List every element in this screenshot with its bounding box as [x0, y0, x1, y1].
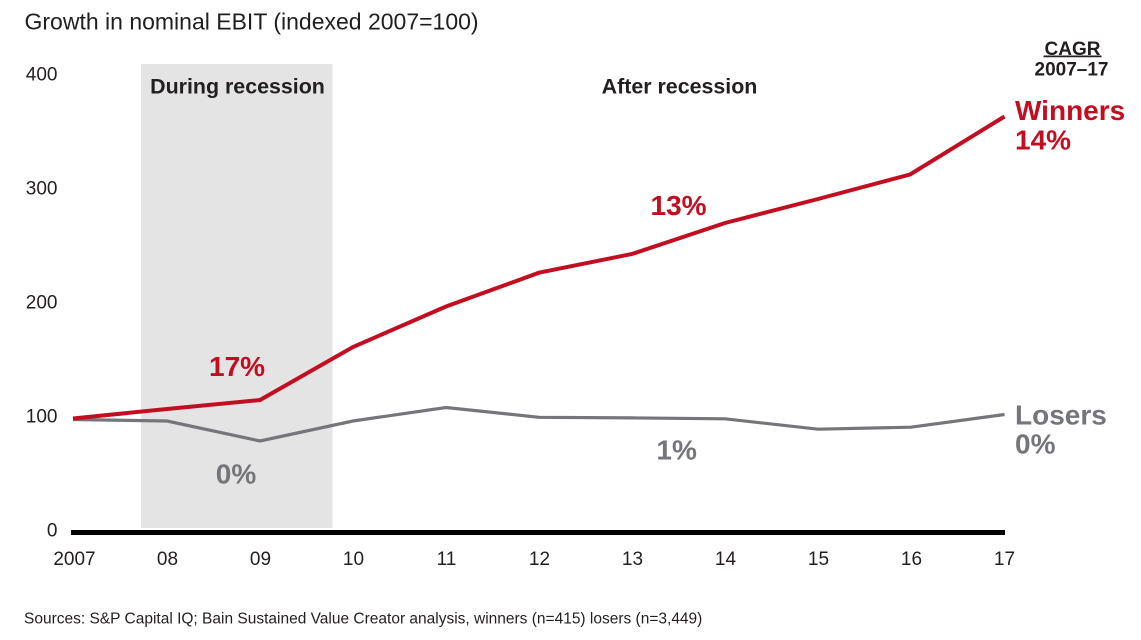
svg-text:100: 100 — [26, 407, 58, 428]
svg-text:After recession: After recession — [602, 75, 758, 99]
svg-text:14%: 14% — [1015, 125, 1071, 156]
svg-text:200: 200 — [26, 293, 58, 314]
svg-text:CAGR: CAGR — [1045, 39, 1101, 60]
svg-text:Growth in nominal EBIT (indexe: Growth in nominal EBIT (indexed 2007=100… — [25, 9, 479, 35]
svg-text:Sources: S&P Capital IQ; Bain: Sources: S&P Capital IQ; Bain Sustained … — [24, 611, 702, 628]
svg-text:1%: 1% — [656, 435, 697, 466]
svg-text:15: 15 — [808, 549, 829, 570]
svg-text:12: 12 — [529, 549, 550, 570]
svg-text:13: 13 — [622, 549, 643, 570]
svg-text:2007–17: 2007–17 — [1035, 60, 1109, 81]
svg-text:2007: 2007 — [53, 549, 95, 570]
svg-text:Winners: Winners — [1015, 95, 1125, 126]
svg-text:17%: 17% — [209, 351, 265, 382]
svg-text:14: 14 — [715, 549, 737, 570]
svg-text:Losers: Losers — [1015, 400, 1107, 431]
svg-text:09: 09 — [250, 549, 271, 570]
svg-text:During recession: During recession — [150, 75, 325, 99]
svg-text:11: 11 — [437, 549, 457, 570]
svg-text:400: 400 — [26, 65, 58, 86]
svg-text:16: 16 — [901, 549, 922, 570]
svg-text:08: 08 — [157, 549, 178, 570]
svg-text:10: 10 — [343, 549, 364, 570]
svg-text:300: 300 — [26, 179, 58, 200]
svg-text:13%: 13% — [651, 190, 707, 221]
svg-text:0%: 0% — [216, 458, 257, 489]
svg-text:17: 17 — [994, 549, 1015, 570]
svg-text:0: 0 — [47, 521, 58, 542]
svg-text:0%: 0% — [1015, 429, 1056, 460]
